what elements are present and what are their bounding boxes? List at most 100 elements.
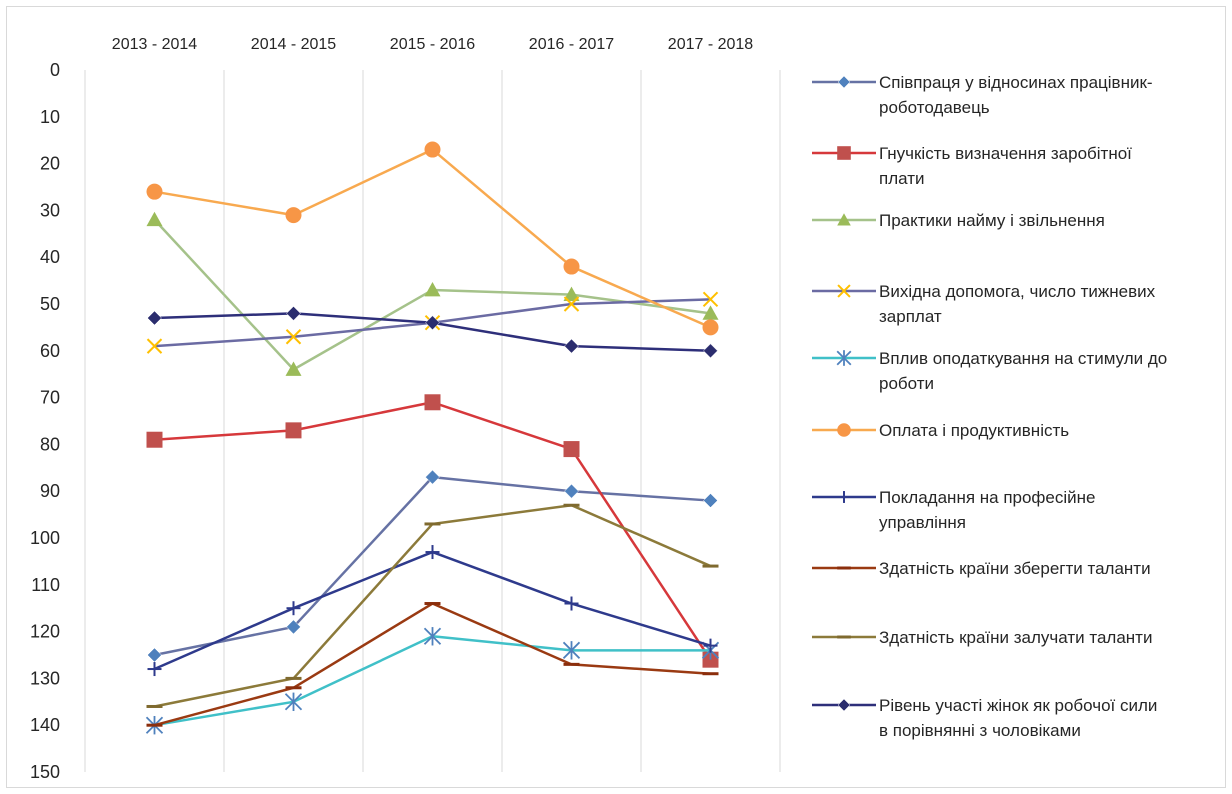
- y-tick-label: 80: [40, 434, 60, 454]
- series-2: [146, 394, 719, 668]
- legend-marker: [836, 350, 852, 366]
- y-tick-label: 100: [30, 528, 60, 548]
- series-group: [145, 141, 720, 735]
- legend-label: Вихідна допомога, число тижневих зарплат: [879, 282, 1156, 326]
- legend-entry-9: Здатність країни залучати таланти: [812, 628, 1152, 647]
- legend-marker: [837, 213, 851, 226]
- legend-marker: [837, 75, 851, 89]
- y-tick-label: 120: [30, 622, 60, 642]
- legend-entry-4: Вихідна допомога, число тижневих зарплат: [812, 282, 1156, 326]
- data-point: [146, 211, 163, 227]
- y-tick-label: 150: [30, 762, 60, 782]
- data-point: [147, 310, 162, 326]
- legend-entry-1: Співпраця у відносинах працівник-роботод…: [812, 73, 1153, 117]
- data-point: [564, 483, 579, 499]
- data-point: [702, 291, 719, 308]
- x-tick-label: 2015 - 2016: [390, 36, 476, 53]
- series-5: [145, 627, 720, 735]
- legend-label: Вплив оподаткування на стимули до роботи: [879, 349, 1167, 393]
- data-point: [424, 281, 441, 297]
- y-tick-label: 40: [40, 247, 60, 267]
- data-point: [285, 329, 302, 345]
- data-point: [703, 638, 718, 653]
- data-point: [563, 441, 580, 458]
- legend: Співпраця у відносинах працівник-роботод…: [812, 73, 1167, 740]
- data-point: [146, 338, 163, 354]
- x-tick-label: 2017 - 2018: [668, 36, 754, 53]
- data-point: [562, 641, 581, 660]
- grid-lines: [84, 70, 781, 772]
- data-point: [286, 619, 301, 635]
- series-7: [147, 545, 718, 677]
- legend-entry-10: Рівень участі жінок як робочої сили в пор…: [812, 696, 1157, 740]
- x-axis-ticks: 2013 - 2014 2014 - 2015 2015 - 2016 2016 - …: [112, 36, 754, 53]
- y-tick-label: 30: [40, 200, 60, 220]
- y-tick-label: 130: [30, 668, 60, 688]
- series-line: [154, 635, 711, 727]
- data-point: [563, 296, 580, 312]
- data-point: [425, 469, 440, 485]
- legend-marker: [837, 698, 851, 712]
- data-point: [147, 662, 162, 677]
- legend-entry-2: Гнучкість визначення заробітної плати: [812, 144, 1132, 188]
- legend-marker: [837, 284, 851, 298]
- series-9: [146, 503, 719, 708]
- data-point: [146, 431, 163, 448]
- data-point: [285, 422, 302, 439]
- data-point: [564, 338, 579, 354]
- y-tick-label: 90: [40, 481, 60, 501]
- y-tick-label: 50: [40, 294, 60, 314]
- y-tick-label: 70: [40, 388, 60, 408]
- legend-entry-6: Оплата і продуктивність: [812, 421, 1069, 440]
- data-point: [703, 343, 718, 359]
- data-point: [702, 651, 719, 668]
- data-point: [563, 286, 580, 302]
- y-tick-label: 60: [40, 341, 60, 361]
- legend-entry-8: Здатність країни зберегти таланти: [812, 559, 1151, 578]
- legend-marker: [837, 146, 851, 160]
- series-1: [147, 469, 718, 663]
- y-tick-label: 20: [40, 154, 60, 174]
- legend-entry-7: Покладання на професійне управління: [812, 488, 1096, 532]
- data-point: [702, 319, 719, 336]
- legend-entry-3: Практики найму і звільнення: [812, 211, 1105, 230]
- data-point: [425, 545, 440, 560]
- y-tick-label: 140: [30, 715, 60, 735]
- legend-label: Співпраця у відносинах працівник-роботод…: [879, 73, 1153, 117]
- series-10: [147, 306, 718, 359]
- legend-label: Здатність країни залучати таланти: [879, 628, 1152, 647]
- data-point: [146, 183, 163, 200]
- series-6: [146, 141, 719, 336]
- data-point: [423, 627, 442, 646]
- data-point: [564, 596, 579, 611]
- data-point: [284, 692, 303, 711]
- legend-label: Здатність країни зберегти таланти: [879, 559, 1151, 578]
- legend-entry-5: Вплив оподаткування на стимули до роботи: [812, 349, 1167, 393]
- data-point: [424, 141, 441, 158]
- y-axis-ticks: 0 10 20 30 40 50 60 70 80 90 100 110 120 130 140 150: [30, 60, 60, 782]
- legend-label: Практики найму і звільнення: [879, 211, 1105, 230]
- series-3: [146, 211, 719, 376]
- y-tick-label: 0: [50, 60, 60, 80]
- legend-marker: [837, 423, 851, 437]
- data-point: [563, 258, 580, 275]
- series-line: [154, 148, 712, 329]
- data-point: [286, 306, 301, 321]
- x-tick-label: 2016 - 2017: [529, 36, 615, 53]
- data-point: [702, 305, 719, 320]
- data-point: [285, 361, 302, 376]
- legend-marker: [838, 491, 850, 503]
- x-tick-label: 2014 - 2015: [251, 36, 337, 53]
- legend-label: Гнучкість визначення заробітної плати: [879, 144, 1132, 188]
- data-point: [147, 647, 162, 663]
- chart-frame: [6, 6, 1226, 788]
- series-8: [146, 602, 719, 727]
- legend-label: Рівень участі жінок як робочої сили в пор…: [879, 696, 1157, 740]
- data-point: [424, 394, 441, 411]
- data-point: [285, 207, 302, 224]
- y-tick-label: 10: [40, 107, 60, 127]
- x-tick-label: 2013 - 2014: [112, 36, 198, 53]
- series-line: [154, 602, 711, 727]
- legend-label: Покладання на професійне управління: [879, 488, 1096, 532]
